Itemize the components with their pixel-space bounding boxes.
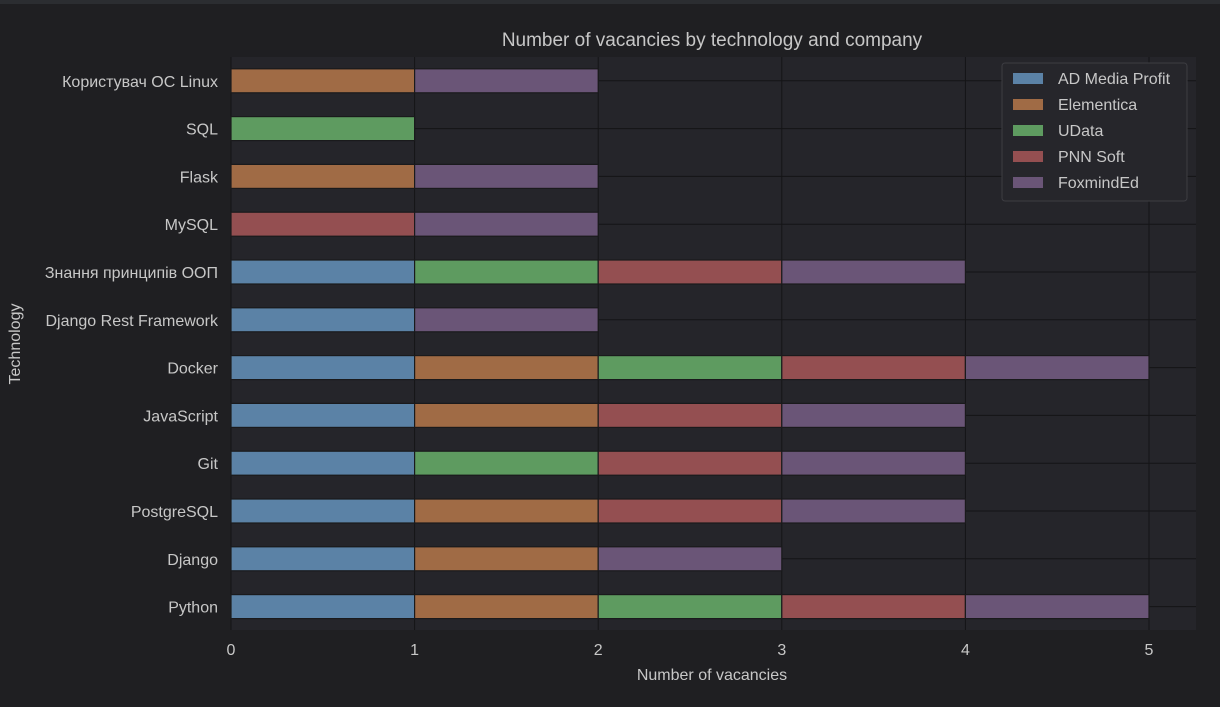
bar-segment	[230, 68, 416, 94]
bar-segment	[414, 68, 599, 94]
bar-segment	[230, 593, 416, 620]
bar-segment	[414, 593, 599, 620]
legend-label: PNN Soft	[1058, 149, 1125, 166]
bar-segment	[597, 259, 783, 285]
y-tick-label: SQL	[186, 122, 218, 139]
bar-segment	[230, 546, 416, 572]
y-axis-title: Technology	[7, 304, 24, 385]
bar-segment	[597, 546, 783, 572]
bar-segment	[230, 402, 416, 428]
x-tick-label: 4	[961, 642, 970, 659]
bar-segment	[230, 259, 416, 285]
legend-box	[1001, 62, 1188, 202]
bar-segment	[781, 355, 966, 381]
y-tick-label: Python	[168, 600, 218, 617]
y-tick-label: Docker	[167, 361, 218, 378]
bar-segment	[414, 546, 599, 572]
bar-segment	[781, 402, 966, 428]
y-tick-label: Git	[198, 456, 219, 473]
y-tick-label: Flask	[180, 169, 219, 186]
bar-segment	[597, 450, 783, 476]
bar-segment	[414, 211, 599, 237]
bar-segment	[414, 307, 599, 333]
bar-segment	[230, 307, 416, 333]
bar-segment	[781, 593, 966, 620]
bar-segment	[230, 498, 416, 524]
legend: AD Media Profit Elementica UData PNN Soft Fo…	[1001, 62, 1188, 202]
bar-segment	[781, 259, 966, 285]
legend-swatch	[1013, 177, 1043, 188]
x-tick-label: 3	[777, 642, 786, 659]
chart-title: Number of vacancies by technology and co…	[502, 30, 923, 51]
legend-label: UData	[1058, 123, 1103, 140]
bar-segment	[781, 498, 966, 524]
y-tick-label: MySQL	[165, 217, 218, 234]
legend-swatch	[1013, 73, 1043, 84]
bar-segment	[964, 593, 1150, 620]
bar-segment	[781, 450, 966, 476]
y-tick-label: Django	[167, 552, 218, 569]
bar-segment	[230, 355, 416, 381]
y-tick-label: Користувач ОС Linux	[62, 74, 218, 91]
window-top-bar	[0, 0, 1220, 4]
bar-segment	[230, 450, 416, 476]
x-tick-label: 5	[1145, 642, 1154, 659]
bar-segment	[230, 211, 416, 237]
y-tick-labels: Python Django PostgreSQL Git JavaScript Docke…	[45, 74, 219, 617]
legend-swatch	[1013, 151, 1043, 162]
bar-segment	[414, 163, 599, 189]
bar-segment	[597, 498, 783, 524]
legend-swatch	[1013, 99, 1043, 110]
x-tick-label: 1	[410, 642, 419, 659]
x-axis-title: Number of vacancies	[637, 667, 787, 684]
x-tick-label: 2	[594, 642, 603, 659]
legend-label: Elementica	[1058, 97, 1137, 114]
legend-label: AD Media Profit	[1058, 71, 1171, 88]
y-tick-label: Django Rest Framework	[46, 313, 220, 330]
bar-segment	[414, 450, 599, 476]
bars	[230, 68, 1150, 620]
bar-segment	[414, 402, 599, 428]
x-tick-labels: 0 1 2 3 4 5	[227, 642, 1154, 659]
bar-segment	[230, 115, 416, 142]
legend-label: FoxmindEd	[1058, 175, 1139, 192]
bar-segment	[414, 355, 599, 381]
x-tick-label: 0	[227, 642, 236, 659]
y-tick-label: Знання принципів ООП	[45, 265, 218, 282]
bar-segment	[597, 355, 783, 381]
bar-segment	[597, 402, 783, 428]
y-tick-label: JavaScript	[143, 408, 218, 425]
bar-segment	[230, 163, 416, 189]
y-tick-label: PostgreSQL	[131, 504, 218, 521]
legend-swatch	[1013, 125, 1043, 136]
bar-segment	[597, 593, 783, 620]
bar-segment	[414, 498, 599, 524]
bar-segment	[964, 355, 1150, 381]
bar-segment	[414, 259, 599, 285]
